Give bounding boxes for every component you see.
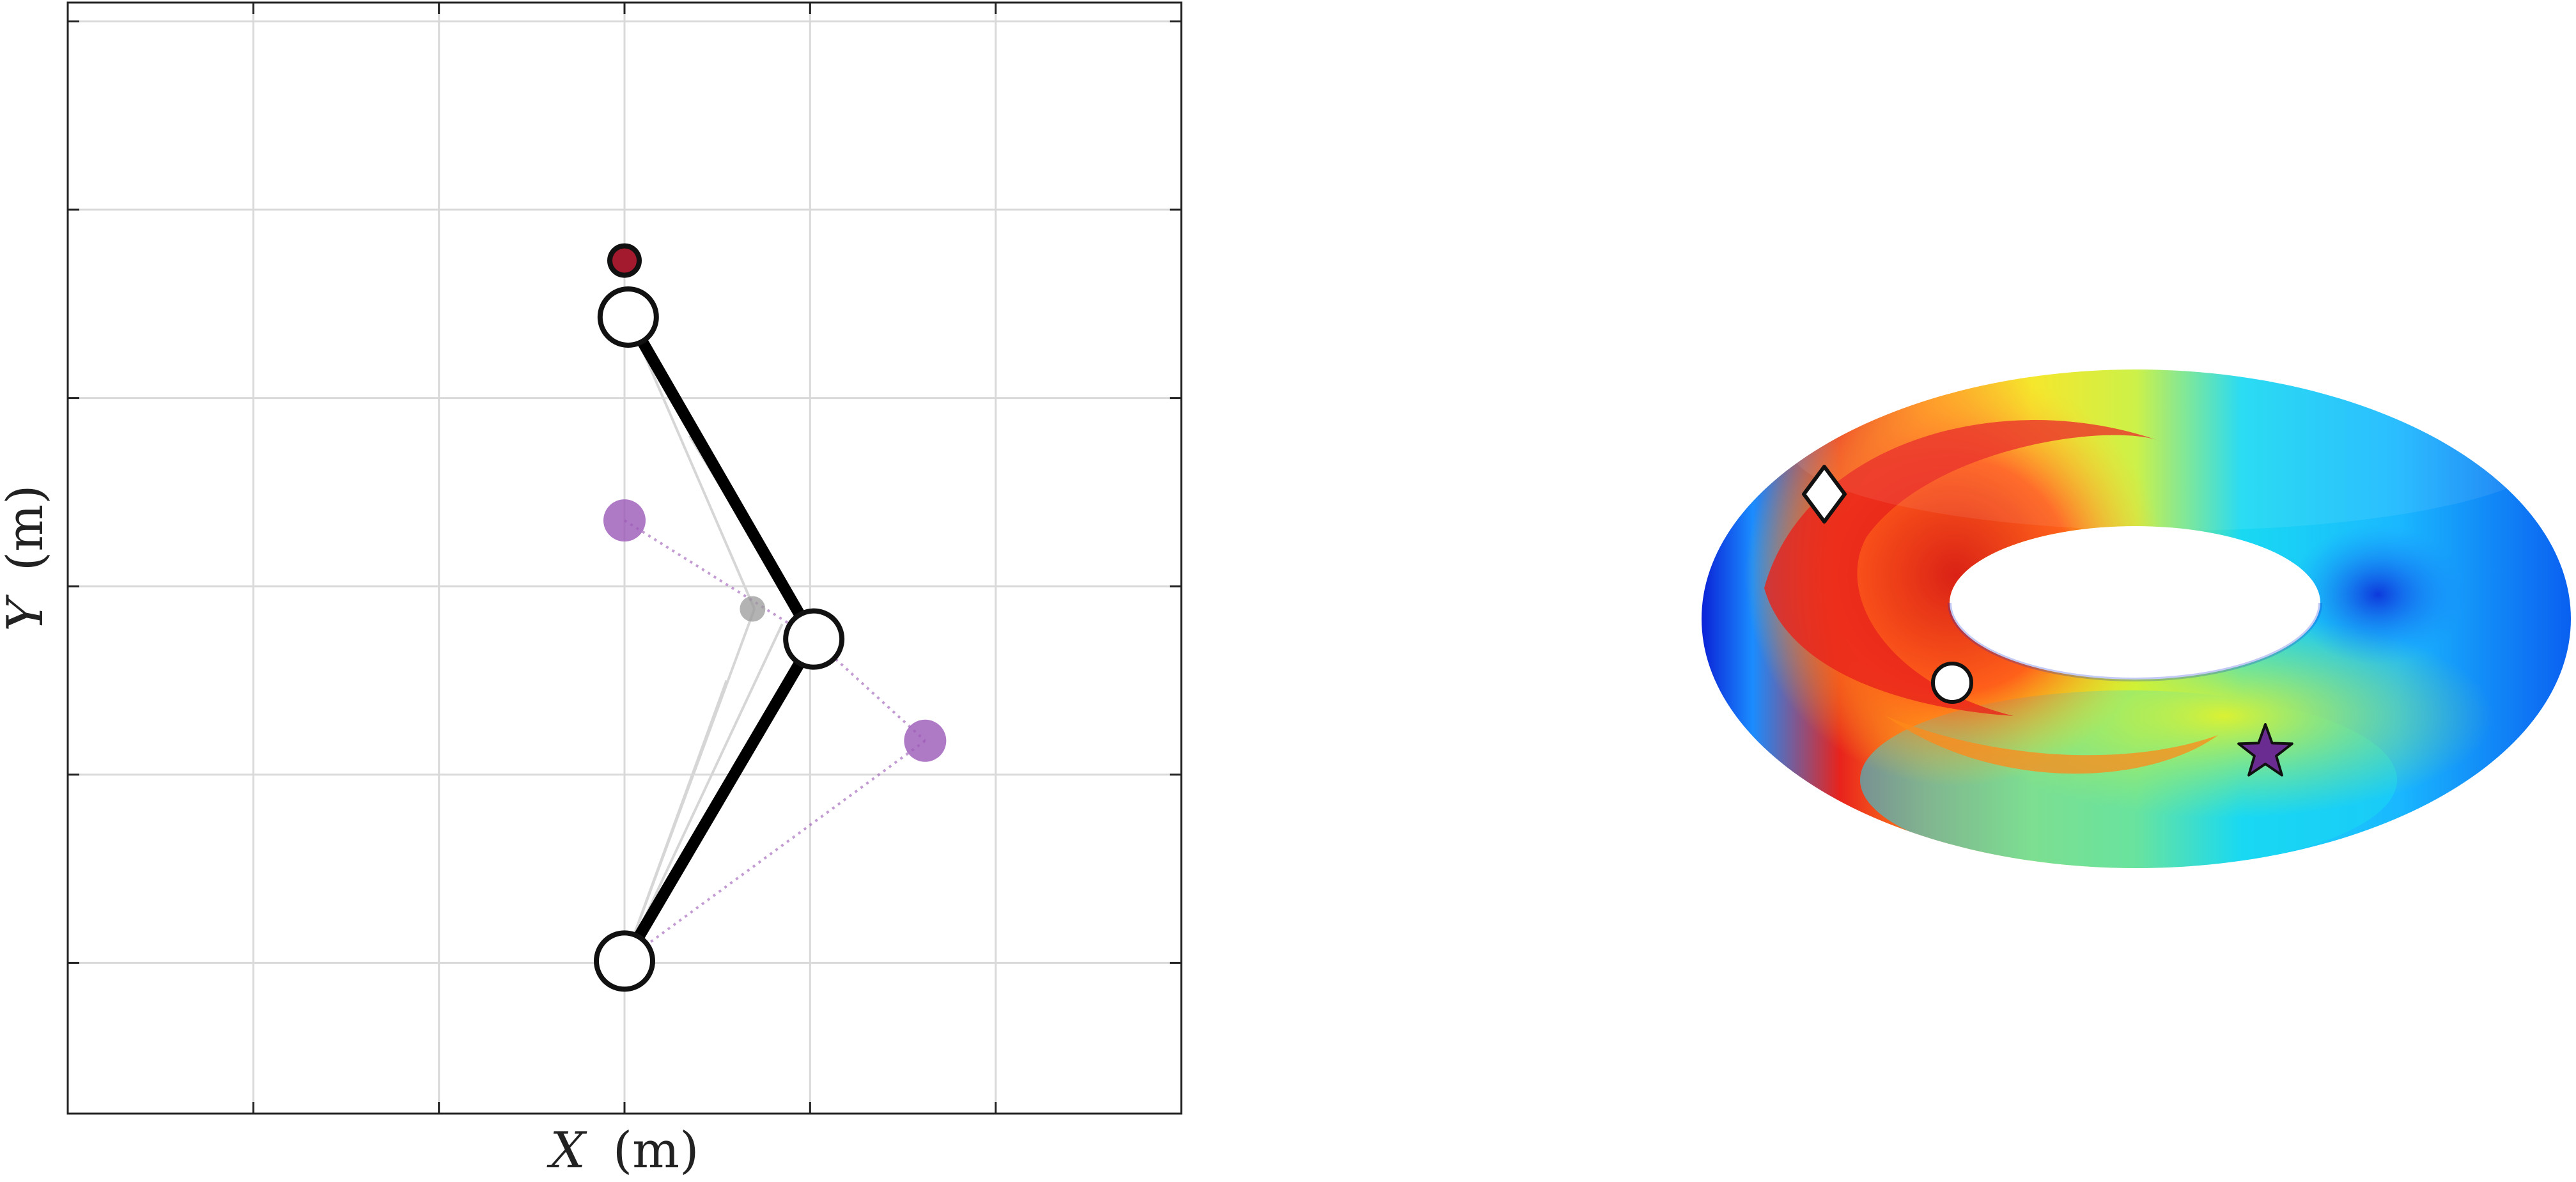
axis-ticks <box>68 3 1181 1114</box>
ghost-link <box>623 623 784 962</box>
axes-frame <box>66 1 1183 1115</box>
alt-joint-upper <box>603 499 646 542</box>
star-marker <box>2237 723 2293 777</box>
joint-markers <box>594 243 947 992</box>
end-effector <box>597 286 659 348</box>
torus-top-sheen <box>1790 369 2557 531</box>
ghost-link <box>623 680 728 962</box>
alt-link-lower <box>623 740 926 963</box>
torus-inner-rim <box>1948 602 2322 681</box>
ghost-joint <box>740 596 766 622</box>
inner-blue-shadow <box>2288 524 2467 665</box>
red-hot-region <box>1745 369 2167 786</box>
red-swirl-band <box>1764 420 2161 716</box>
ghost-link <box>626 316 756 610</box>
alt-joint-right <box>904 719 947 762</box>
linkage-plot: X (m) Y (m) <box>0 1 1183 1179</box>
arm-link-upper <box>622 311 820 645</box>
x-axis-label: X (m) <box>546 1122 699 1179</box>
target-point <box>607 243 642 278</box>
alt-configuration-links <box>623 519 926 963</box>
arm-link-lower <box>619 633 820 967</box>
y-axis-label: Y (m) <box>0 485 54 631</box>
arm-links <box>619 311 820 967</box>
diamond-marker <box>1802 465 1847 524</box>
elbow-joint <box>783 608 845 670</box>
shoulder-joint <box>594 930 655 992</box>
orange-swirl-band <box>1886 716 2218 774</box>
circle-marker <box>1931 662 1973 704</box>
torus-surface <box>1702 369 2571 868</box>
alt-link-upper <box>623 519 926 742</box>
